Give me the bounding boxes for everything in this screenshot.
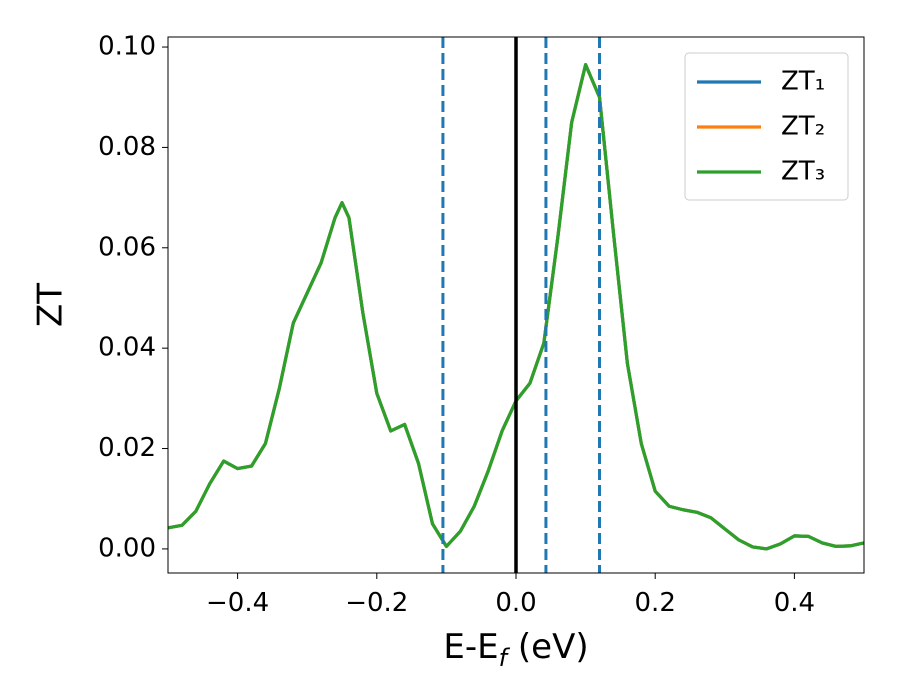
y-tick-label: 0.10 — [98, 32, 156, 62]
y-tick-label: 0.08 — [98, 132, 156, 162]
x-tick-label: −0.4 — [206, 588, 269, 618]
legend-label: ZT₂ — [781, 112, 825, 142]
line-series — [168, 62, 864, 551]
x-label-main: E-E — [443, 627, 498, 667]
x-tick-label: 0.2 — [635, 588, 676, 618]
x-tick-label: 0.4 — [774, 588, 815, 618]
x-tick-label: −0.2 — [345, 588, 408, 618]
legend-box — [684, 52, 849, 201]
y-tick-label: 0.00 — [98, 533, 156, 563]
plot-frame — [167, 36, 865, 574]
y-axis-label: ZT — [31, 283, 71, 327]
y-tick-label: 0.06 — [98, 232, 156, 262]
legend-label: ZT₁ — [781, 67, 825, 97]
x-axis-label: E-Ef (eV) — [443, 627, 588, 672]
y-tick-label: 0.04 — [98, 333, 156, 363]
y-tick-label: 0.02 — [98, 433, 156, 463]
legend-label: ZT₃ — [781, 157, 825, 187]
x-tick-label: 0.0 — [495, 588, 536, 618]
x-label-suffix: (eV) — [507, 627, 589, 667]
